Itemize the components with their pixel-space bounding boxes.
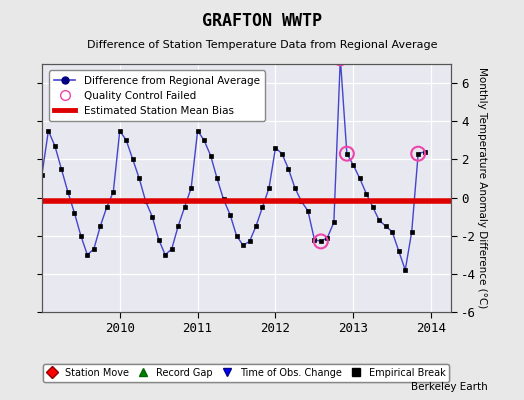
Point <box>414 150 422 157</box>
Point <box>343 150 351 157</box>
Point <box>336 55 344 62</box>
Y-axis label: Monthly Temperature Anomaly Difference (°C): Monthly Temperature Anomaly Difference (… <box>477 67 487 309</box>
Text: Difference of Station Temperature Data from Regional Average: Difference of Station Temperature Data f… <box>87 40 437 50</box>
Legend: Station Move, Record Gap, Time of Obs. Change, Empirical Break: Station Move, Record Gap, Time of Obs. C… <box>43 364 450 382</box>
Point <box>316 238 325 245</box>
Text: GRAFTON WWTP: GRAFTON WWTP <box>202 12 322 30</box>
Text: Berkeley Earth: Berkeley Earth <box>411 382 487 392</box>
